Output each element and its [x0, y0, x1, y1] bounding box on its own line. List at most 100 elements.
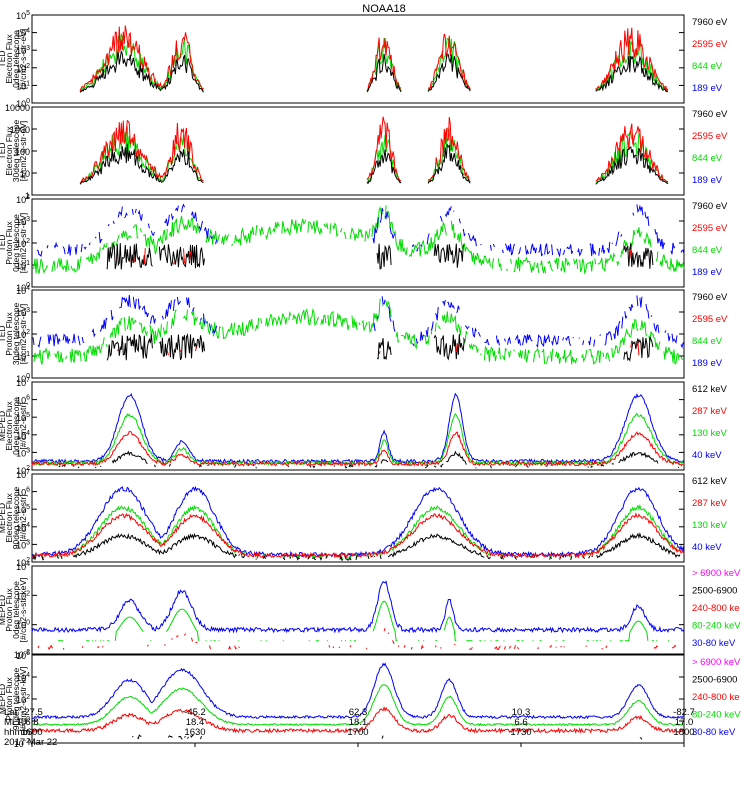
y-tick-label: 103 [16, 539, 30, 550]
y-tick-label: 102 [16, 465, 30, 476]
legend-entry: 189 eV [692, 358, 723, 369]
footer-row-label: hhmm [4, 727, 30, 738]
y-axis-label-line: Electron Flux [4, 125, 14, 175]
legend-entry: 7960 eV [692, 292, 728, 303]
legend-entry: 2595 eV [692, 314, 728, 325]
y-axis-label-line: 90deg telescope [11, 487, 21, 550]
y-tick-label: 105 [16, 412, 30, 423]
y-tick-label: 101 [16, 351, 30, 362]
y-tick-label: 102 [16, 63, 30, 74]
y-axis-label-line: Proton Flux [4, 221, 14, 265]
y-tick-label: 104 [16, 561, 30, 572]
series-blue [31, 485, 685, 559]
tick-mlt: 18.4 [186, 717, 205, 728]
series-green [31, 412, 685, 466]
series-red [31, 706, 685, 735]
legend-entry: 844 eV [692, 245, 723, 256]
y-axis-label-line: [#/cm2-s-str] [18, 402, 28, 449]
legend-entry: 30-80 keV [692, 638, 736, 649]
legend-entry: 189 eV [692, 267, 723, 278]
series-blue [31, 580, 685, 634]
legend-entry: 240-800 ke [692, 603, 740, 614]
legend-entry: > 6900 keV [692, 568, 741, 579]
y-axis-label-line: Electron Flux [4, 492, 14, 542]
footer-row-label: MLT [4, 717, 22, 728]
tick-mlt: 6.8 [25, 717, 38, 728]
series-black [132, 734, 643, 740]
tick-hhmm: 1730 [510, 727, 531, 738]
series-black [79, 143, 669, 185]
y-axis-label-line: Proton Flux [4, 588, 14, 632]
series-blue [32, 662, 685, 720]
series-green [79, 33, 669, 92]
y-tick-label: 104 [16, 672, 30, 683]
y-tick-label: 101 [16, 260, 30, 271]
y-tick-label: 107 [16, 377, 30, 388]
series-green [79, 126, 669, 184]
y-tick-label: 10-2 [14, 738, 30, 749]
legend-entry: 189 eV [692, 175, 723, 186]
legend-entry: 844 eV [692, 61, 723, 72]
legend-entry: 2500-6900 [692, 586, 737, 597]
footer-row-label: 2017 Mar 22 [4, 737, 57, 748]
legend-entry: 2500-6900 [692, 675, 737, 686]
y-axis-label-line: TED [0, 235, 7, 252]
y-axis-label-line: 0deg telescope [11, 214, 21, 272]
tick-lat: 62.3 [349, 707, 368, 718]
y-tick-label: 103 [16, 447, 30, 458]
tick-lat: -82.7 [673, 707, 695, 718]
legend-entry: 40 keV [692, 542, 722, 553]
series-black [79, 50, 669, 93]
series-black [106, 333, 654, 362]
chart-title: NOAA18 [362, 3, 405, 15]
series-red [79, 116, 669, 184]
y-axis-label-line: Proton Flux [4, 312, 14, 356]
panel-frame [31, 473, 685, 563]
y-tick-label: 102 [16, 329, 30, 340]
y-tick-label: 102 [16, 694, 30, 705]
legend-entry: 80-240 keV [692, 621, 741, 632]
panel-frame [31, 14, 685, 104]
tick-mlt: 18.1 [349, 717, 368, 728]
series-black [106, 242, 654, 270]
legend-entry: 844 eV [692, 336, 723, 347]
series-green [58, 601, 684, 641]
legend-entry: 2595 eV [692, 131, 728, 142]
series-blue [36, 203, 685, 258]
y-tick-label: 104 [16, 430, 30, 441]
y-tick-label: 103 [16, 307, 30, 318]
y-axis-label-line: TED [0, 143, 7, 160]
tick-lat: -27.5 [21, 707, 43, 718]
y-tick-label: 104 [16, 194, 30, 205]
tick-hhmm: 1800 [673, 727, 694, 738]
series-green [31, 684, 684, 727]
panel-frame [31, 198, 685, 288]
legend-entry: 287 keV [692, 406, 728, 417]
legend-entry: 189 eV [692, 83, 723, 94]
y-axis-label-line: 0deg telescope [11, 397, 21, 455]
y-axis-label-line: [#/cm2-s-str-eV] [18, 213, 28, 273]
y-axis-label-line: MEPED [0, 684, 7, 714]
y-axis-label-line: 90deg telescope [11, 668, 21, 731]
y-axis-label-line: [#/cm2-s-str-eV] [18, 304, 28, 364]
y-axis-label-line: Electron Flux [4, 400, 14, 450]
series-red [31, 430, 685, 468]
legend-entry: 30-80 keV [692, 727, 736, 738]
series-blue [32, 295, 685, 349]
y-tick-label: 10000 [5, 103, 30, 113]
y-tick-label: 100 [16, 98, 30, 109]
tick-hhmm: 1600 [21, 727, 42, 738]
y-axis-label-line: 0deg telescope [11, 581, 21, 639]
y-axis-label-line: Proton Flux [4, 677, 14, 721]
legend-entry: 240-800 ke [692, 692, 740, 703]
